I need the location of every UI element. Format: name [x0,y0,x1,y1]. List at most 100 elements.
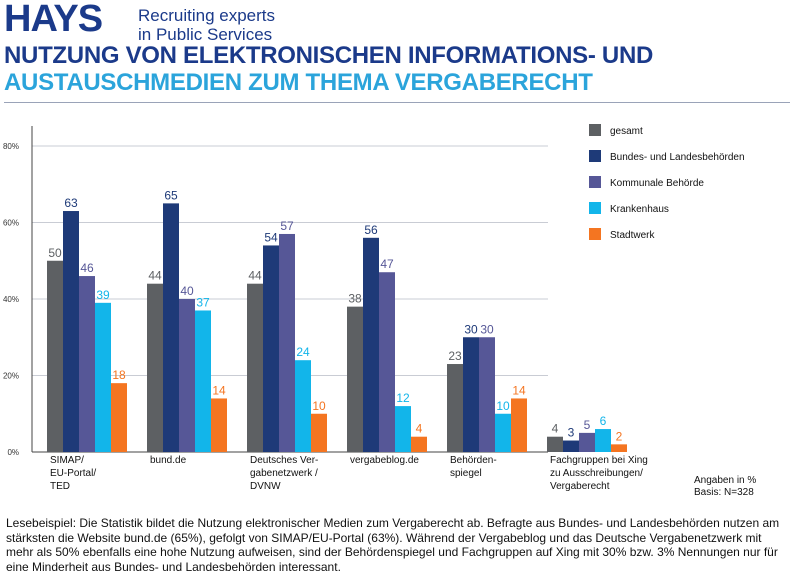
data-label: 40 [180,284,194,298]
data-label: 24 [296,345,310,359]
category-label-line: gabenetzwerk / [250,468,318,479]
data-label: 38 [348,292,362,306]
bar [411,436,427,452]
data-label: 47 [380,257,394,271]
legend-label: gesamt [610,126,643,137]
data-label: 10 [312,399,326,413]
category-label-line: spiegel [450,468,482,479]
bar [479,337,495,452]
legend-swatch [589,124,601,136]
category-label: Behörden-spiegel [450,455,497,479]
bar [247,283,263,452]
bar [195,310,211,452]
bar [279,233,295,452]
bar [579,432,595,452]
bar [79,276,95,452]
bar [311,413,327,452]
bar [47,260,63,452]
bar [111,383,127,452]
logo-tagline: Recruiting experts in Public Services [138,6,275,44]
page-title-line2: AUSTAUSCHMEDIEN ZUM THEMA VERGABERECHT [4,69,593,96]
y-tick-label: 60% [3,219,19,228]
legend-label: Bundes- und Landesbehörden [610,152,745,163]
data-label: 46 [80,261,94,275]
data-label: 65 [164,188,178,202]
category-label-line: Vergaberecht [550,481,610,492]
bar [595,429,611,452]
data-label: 3 [568,426,575,440]
bar [379,272,395,452]
category-label-line: EU-Portal/ [50,468,96,479]
bar [563,440,579,452]
data-label: 23 [448,349,462,363]
category-label: Deutsches Ver-gabenetzwerk / DVNW [250,455,318,492]
y-tick-label: 80% [3,142,19,151]
legend-label: Krankenhaus [610,204,669,215]
bar [511,398,527,452]
legend-label: Stadtwerk [610,230,655,241]
title-divider [4,102,790,103]
hays-logo: HAYS Recruiting experts in Public Servic… [4,0,304,44]
bar [347,306,363,452]
category-label: vergabeblog.de [350,455,419,466]
bar [447,364,463,452]
bar [395,406,411,452]
category-label: SIMAP/EU-Portal/TED [50,455,96,492]
bar-chart: 0%20%40%60%80%5063463918SIMAP/EU-Portal/… [3,124,745,492]
bar [495,413,511,452]
category-label-line: TED [50,481,70,492]
footnote-units: Angaben in % [694,475,757,486]
bar [547,436,563,452]
category-label-line: Fachgruppen bei Xing [550,455,648,466]
bar [95,302,111,452]
data-label: 44 [148,269,162,283]
bar [163,203,179,452]
category-label-line: SIMAP/ [50,455,84,466]
y-tick-label: 20% [3,372,19,381]
data-label: 37 [196,295,210,309]
data-label: 4 [552,422,559,436]
legend-swatch [589,202,601,214]
y-tick-label: 0% [7,448,19,457]
y-tick-label: 40% [3,295,19,304]
data-label: 14 [212,383,226,397]
category-label: Fachgruppen bei Xing zu Ausschreibungen/V… [550,455,648,492]
category-label-line: DVNW [250,481,281,492]
logo-wordmark: HAYS [4,0,103,40]
category-label-line: zu Ausschreibungen/ [550,468,643,479]
bar [147,283,163,452]
legend-label: Kommunale Behörde [610,178,704,189]
data-label: 4 [416,422,423,436]
data-label: 63 [64,196,78,210]
category-label-line: bund.de [150,455,187,466]
bar [63,211,79,452]
data-label: 14 [512,383,526,397]
data-label: 54 [264,230,278,244]
category-label-line: Behörden- [450,455,497,466]
footnote-basis: Basis: N=328 [694,487,754,498]
page-title-line1: NUTZUNG VON ELEKTRONISCHEN INFORMATIONS-… [4,42,654,69]
chart-footnote: Angaben in % Basis: N=328 [694,475,756,499]
category-label: bund.de [150,455,187,466]
data-label: 6 [600,414,607,428]
data-label: 5 [584,418,591,432]
bar [211,398,227,452]
data-label: 50 [48,246,62,260]
data-label: 30 [464,322,478,336]
data-label: 12 [396,391,410,405]
data-label: 39 [96,288,110,302]
legend-swatch [589,176,601,188]
bar [179,299,195,452]
bar [295,360,311,452]
bar [263,245,279,452]
data-label: 10 [496,399,510,413]
legend-swatch [589,150,601,162]
data-label: 56 [364,223,378,237]
category-label-line: vergabeblog.de [350,455,419,466]
logo-tagline-line2: in Public Services [138,25,273,44]
data-label: 57 [280,219,294,233]
data-label: 2 [616,429,623,443]
logo-tagline-line1: Recruiting experts [138,6,276,25]
category-label-line: Deutsches Ver- [250,455,318,466]
legend-swatch [589,228,601,240]
